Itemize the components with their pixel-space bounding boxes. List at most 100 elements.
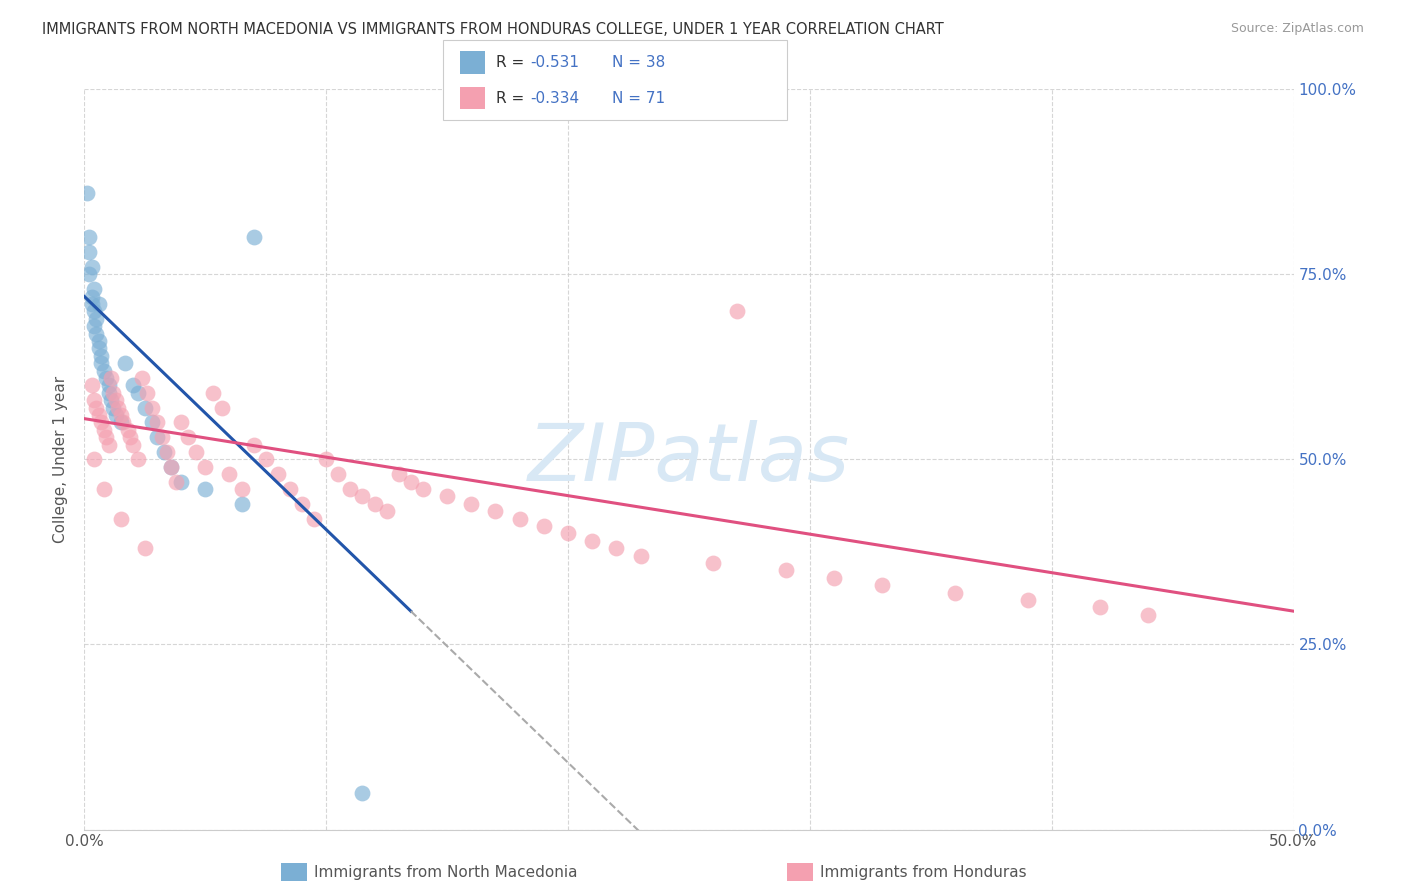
Y-axis label: College, Under 1 year: College, Under 1 year <box>53 376 69 543</box>
Point <box>80 289 103 303</box>
Point <box>557 526 579 541</box>
Point <box>231 497 253 511</box>
Point <box>150 430 173 444</box>
Text: -0.531: -0.531 <box>530 55 579 70</box>
Point <box>170 415 193 429</box>
Point <box>160 459 183 474</box>
Point <box>77 268 100 282</box>
Point <box>1088 600 1111 615</box>
Point <box>872 578 894 592</box>
Point <box>388 467 411 482</box>
Point <box>86 401 108 415</box>
Point <box>134 401 156 415</box>
Point <box>87 334 110 348</box>
Text: Immigrants from North Macedonia: Immigrants from North Macedonia <box>314 865 576 880</box>
Point <box>114 356 136 370</box>
Point <box>605 541 627 556</box>
Point <box>97 378 120 392</box>
Point <box>460 497 482 511</box>
Point <box>194 482 217 496</box>
Point <box>100 371 122 385</box>
Point <box>211 401 233 415</box>
Point <box>120 430 142 444</box>
Text: -0.334: -0.334 <box>530 91 579 105</box>
Point <box>104 393 127 408</box>
Point <box>93 482 115 496</box>
Point <box>103 401 125 415</box>
Point <box>83 452 105 467</box>
Point <box>86 311 108 326</box>
Point <box>100 393 122 408</box>
Point <box>86 326 108 341</box>
Point <box>184 445 207 459</box>
Point <box>339 482 361 496</box>
Point <box>194 459 217 474</box>
Point <box>93 363 115 377</box>
Point <box>87 408 110 422</box>
Point <box>80 260 103 274</box>
Point <box>107 401 129 415</box>
Point <box>725 304 748 318</box>
Point <box>121 437 143 451</box>
Point <box>83 304 105 318</box>
Point <box>83 282 105 296</box>
Point <box>823 571 845 585</box>
Point <box>160 459 183 474</box>
Point <box>112 415 135 429</box>
Point <box>77 245 100 260</box>
Point <box>104 408 127 422</box>
Point <box>110 511 132 525</box>
Point <box>94 371 117 385</box>
Text: R =: R = <box>496 91 530 105</box>
Point <box>231 482 253 496</box>
Point <box>93 423 115 437</box>
Point <box>77 230 100 244</box>
Point <box>87 297 110 311</box>
Text: ZIPatlas: ZIPatlas <box>527 420 851 499</box>
Point <box>127 452 149 467</box>
Point <box>242 230 264 244</box>
Point <box>117 423 139 437</box>
Point <box>278 482 301 496</box>
Point <box>201 385 224 400</box>
Point <box>131 371 153 385</box>
Point <box>412 482 434 496</box>
Point <box>83 393 105 408</box>
Point <box>630 549 652 563</box>
Point <box>267 467 290 482</box>
Point <box>103 385 125 400</box>
Point <box>363 497 385 511</box>
Point <box>328 467 350 482</box>
Point <box>775 564 797 578</box>
Point <box>141 415 163 429</box>
Point <box>315 452 337 467</box>
Point <box>943 585 966 599</box>
Point <box>97 385 120 400</box>
Point <box>352 786 374 800</box>
Point <box>170 475 193 489</box>
Point <box>97 437 120 451</box>
Point <box>146 430 169 444</box>
Point <box>127 385 149 400</box>
Point <box>136 385 159 400</box>
Point <box>76 186 98 200</box>
Point <box>218 467 240 482</box>
Point <box>436 489 458 503</box>
Point <box>581 533 603 548</box>
Point <box>90 349 112 363</box>
Point <box>242 437 264 451</box>
Point <box>153 445 176 459</box>
Point <box>141 401 163 415</box>
Point <box>1017 593 1039 607</box>
Point <box>1137 607 1160 622</box>
Point <box>533 519 555 533</box>
Point <box>134 541 156 556</box>
Text: R =: R = <box>496 55 530 70</box>
Point <box>177 430 200 444</box>
Point <box>90 356 112 370</box>
Point <box>121 378 143 392</box>
Text: IMMIGRANTS FROM NORTH MACEDONIA VS IMMIGRANTS FROM HONDURAS COLLEGE, UNDER 1 YEA: IMMIGRANTS FROM NORTH MACEDONIA VS IMMIG… <box>42 22 943 37</box>
Point <box>484 504 506 518</box>
Point <box>509 511 531 525</box>
Point <box>146 415 169 429</box>
